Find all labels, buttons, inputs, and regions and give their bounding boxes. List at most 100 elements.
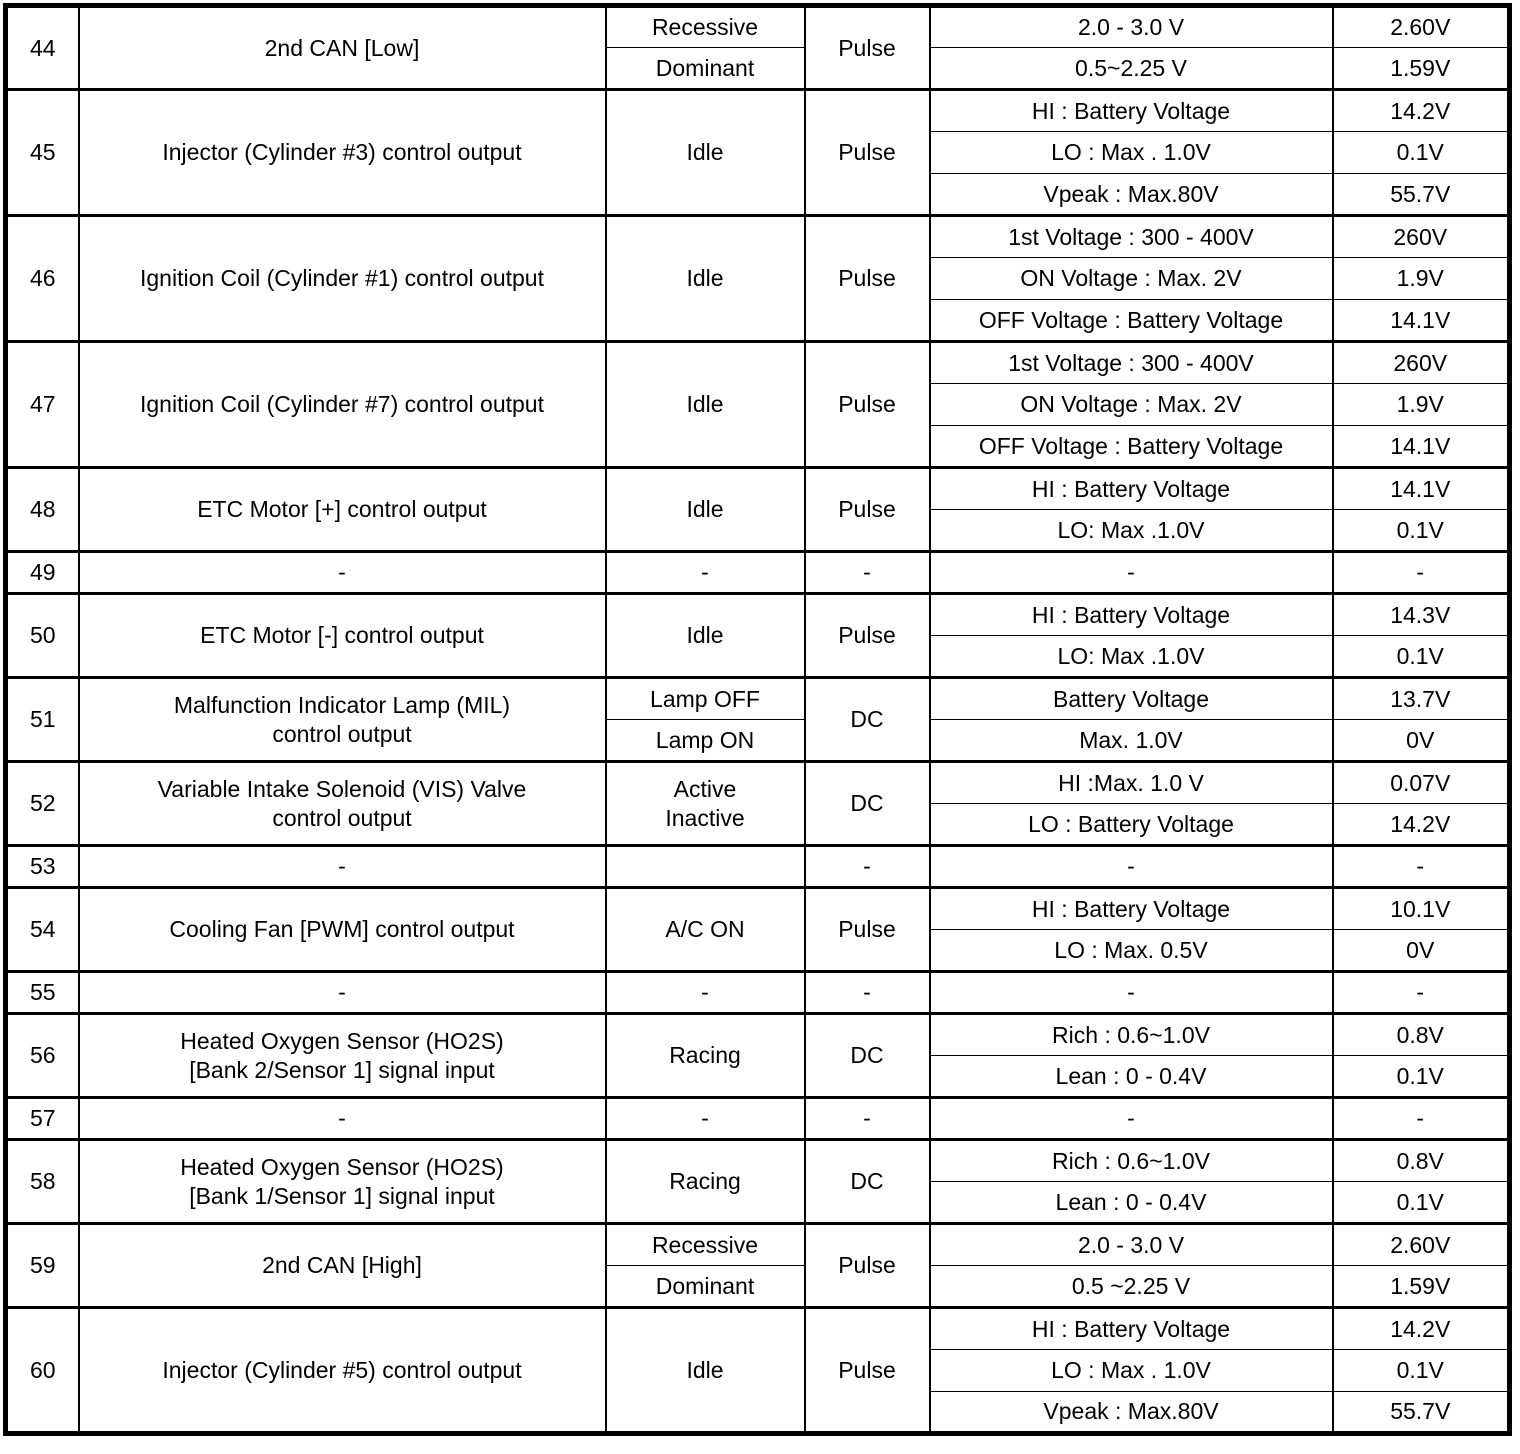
table-row: 55- - - - - [4,970,1511,1014]
pin-number-cell: 52 [4,760,80,846]
type-cell: Pulse [803,1222,931,1308]
value-cell: 2.60V [1331,1222,1511,1266]
value-cell: 14.1V [1331,466,1511,510]
spec-cell: HI : Battery Voltage [928,886,1334,930]
value-cell: 55.7V [1331,1391,1511,1434]
table-row: 59 2nd CAN [High] Recessive Pulse 2.0 - 3.0 … [4,1222,1511,1308]
condition-cell: Recessive [604,4,806,48]
value-cell: - [1331,1096,1511,1140]
value-cell: 260V [1331,340,1511,384]
value-cell: - [1331,550,1511,594]
value-cell: 0V [1331,719,1511,762]
value-cell: 14.1V [1331,425,1511,468]
description-cell: Heated Oxygen Sensor (HO2S) [Bank 2/Sens… [77,1012,607,1098]
spec-cell: - [928,970,1334,1014]
type-cell: Pulse [803,592,931,678]
spec-cell: Battery Voltage [928,676,1334,720]
condition-cell: Idle [604,214,806,342]
table-row: LO: Max .1.0V 0.1V [6,509,1511,552]
table-row: LO: Max .1.0V 0.1V [6,635,1511,678]
type-cell: Pulse [803,886,931,972]
spec-cell: Vpeak : Max.80V [928,173,1334,216]
pin-row-56: 56 Heated Oxygen Sensor (HO2S) [Bank 2/Se… [4,1012,1511,1098]
description-cell: Malfunction Indicator Lamp (MIL) control… [77,676,607,762]
pin-voltage-table: 44 2nd CAN [Low] Recessive Pulse 2.0 - 3.0 V… [3,3,1512,1436]
pin-row-60: 60 Injector (Cylinder #5) control output I… [4,1306,1511,1434]
table-row: Lean : 0 - 0.4V 0.1V [6,1181,1511,1224]
value-cell: 0.1V [1331,635,1511,678]
type-cell: DC [803,1012,931,1098]
value-cell: 13.7V [1331,676,1511,720]
value-cell: 14.1V [1331,299,1511,342]
description-cell: Heated Oxygen Sensor (HO2S) [Bank 1/Sens… [77,1138,607,1224]
spec-cell: Rich : 0.6~1.0V [928,1138,1334,1182]
condition-cell: A/C ON [604,886,806,972]
condition-cell: Idle [604,1306,806,1434]
type-cell: DC [803,760,931,846]
table-row: Vpeak : Max.80V 55.7V [6,173,1511,216]
spec-cell: - [928,550,1334,594]
condition-cell: Idle [604,592,806,678]
condition-cell: Idle [604,88,806,216]
type-cell: - [803,844,931,888]
table-row: LO : Max. 0.5V 0V [6,929,1511,972]
condition-cell: Idle [604,466,806,552]
value-cell: 1.59V [1331,47,1511,90]
value-cell: 14.2V [1331,88,1511,132]
pin-row-57: 57- - - - - [4,1096,1511,1140]
spec-cell: LO : Max. 0.5V [928,929,1334,972]
pin-row-52: 52 Variable Intake Solenoid (VIS) Valve c… [4,760,1511,846]
pin-number-cell: 49 [4,550,80,594]
value-cell: 1.9V [1331,383,1511,426]
pin-number-cell: 54 [4,886,80,972]
value-cell: 14.3V [1331,592,1511,636]
table-row: 44 2nd CAN [Low] Recessive Pulse 2.0 - 3.0 V… [4,4,1511,90]
value-cell: 1.59V [1331,1265,1511,1308]
type-cell: - [803,1096,931,1140]
value-cell: 1.9V [1331,257,1511,300]
pin-row-44: 44 2nd CAN [Low] Recessive Pulse 2.0 - 3.0 V… [4,4,1511,90]
type-cell: - [803,970,931,1014]
table-row: OFF Voltage : Battery Voltage 14.1V [6,299,1511,342]
condition-cell: Racing [604,1138,806,1224]
table-row: 47 Ignition Coil (Cylinder #7) control ou… [4,340,1511,468]
spec-cell: ON Voltage : Max. 2V [928,383,1334,426]
pin-row-54: 54 Cooling Fan [PWM] control output A/C ON… [4,886,1511,972]
spec-cell: - [928,844,1334,888]
pin-number-cell: 58 [4,1138,80,1224]
description-cell: Injector (Cylinder #3) control output [77,88,607,216]
condition-cell: Active Inactive [604,760,806,846]
description-cell: Ignition Coil (Cylinder #1) control outp… [77,214,607,342]
spec-cell: 0.5 ~2.25 V [928,1265,1334,1308]
pin-number-cell: 51 [4,676,80,762]
spec-cell: Max. 1.0V [928,719,1334,762]
condition-cell: Racing [604,1012,806,1098]
description-cell: Ignition Coil (Cylinder #7) control outp… [77,340,607,468]
type-cell: Pulse [803,214,931,342]
value-cell: 0.1V [1331,1181,1511,1224]
spec-cell: HI : Battery Voltage [928,466,1334,510]
pin-number-cell: 56 [4,1012,80,1098]
table-row: ON Voltage : Max. 2V 1.9V [6,383,1511,426]
spec-cell: LO : Max . 1.0V [928,131,1334,174]
table-row: Dominant 0.5 ~2.25 V 1.59V [6,1265,1511,1308]
pin-number-cell: 57 [4,1096,80,1140]
spec-cell: HI :Max. 1.0 V [928,760,1334,804]
description-cell: ETC Motor [-] control output [77,592,607,678]
table-row: Vpeak : Max.80V 55.7V [6,1391,1511,1434]
spec-cell: - [928,1096,1334,1140]
pin-number-cell: 60 [4,1306,80,1434]
spec-cell: 2.0 - 3.0 V [928,4,1334,48]
value-cell: - [1331,970,1511,1014]
pin-row-48: 48 ETC Motor [+] control output Idle Pulse H… [4,466,1511,552]
table-row: 60 Injector (Cylinder #5) control output I… [4,1306,1511,1434]
spec-cell: 2.0 - 3.0 V [928,1222,1334,1266]
condition-cell: Recessive [604,1222,806,1266]
type-cell: - [803,550,931,594]
value-cell: 0.1V [1331,1349,1511,1392]
pin-row-46: 46 Ignition Coil (Cylinder #1) control ou… [4,214,1511,342]
table-row: 50 ETC Motor [-] control output Idle Pulse H… [4,592,1511,678]
type-cell: DC [803,1138,931,1224]
description-cell: Cooling Fan [PWM] control output [77,886,607,972]
